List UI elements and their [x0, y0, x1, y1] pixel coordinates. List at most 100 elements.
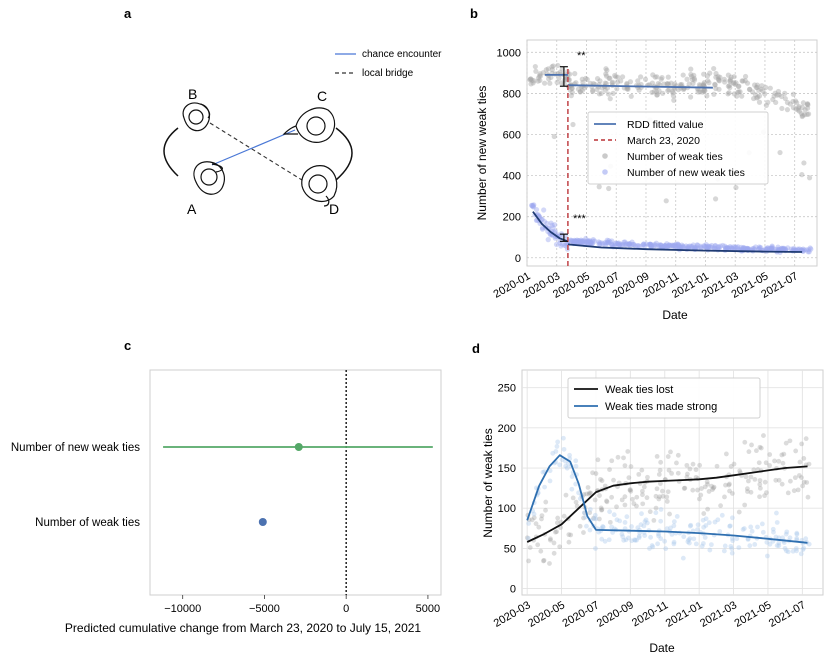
- chart-d-strong-point: [729, 550, 735, 556]
- chart-d-strong-point: [691, 536, 697, 542]
- chart-b-new-weak-tie-point: [653, 242, 659, 248]
- chart-d-lost-point: [687, 466, 693, 472]
- chart-b-weak-tie-point: [782, 95, 788, 102]
- chart-d-lost-point: [640, 488, 645, 494]
- chart-d-strong-point: [610, 530, 616, 535]
- chart-b-new-weak-tie-point: [715, 244, 721, 250]
- chart-d-lost-point: [736, 509, 742, 515]
- chart-d-lost-point: [621, 455, 626, 461]
- chart-b-new-weak-tie-point: [577, 238, 583, 244]
- chart-b-weak-tie-point: [605, 91, 612, 97]
- chart-d-lost-point: [772, 458, 777, 464]
- chart-d-lost-point: [622, 502, 628, 508]
- chart-b-new-weak-tie-point: [658, 242, 664, 248]
- chart-b-weak-tie-point: [779, 105, 785, 112]
- chart-d-lost-point: [699, 486, 704, 491]
- chart-d-strong-point: [643, 517, 649, 523]
- chart-c-category-weak: Number of weak ties: [35, 517, 140, 529]
- chart-b-weak-tie-point: [540, 70, 546, 76]
- chart-d-lost-point: [793, 448, 799, 454]
- chart-d-lost-point: [742, 439, 748, 445]
- chart-b-weak-tie-point: [801, 112, 808, 118]
- chart-b-weak-tie-point: [590, 87, 596, 93]
- chart-d-strong-point: [793, 546, 799, 551]
- chart-b-new-weak-tie-point: [691, 245, 698, 251]
- chart-b-weak-tie-point: [688, 66, 694, 72]
- chart-b-weak-tie-point: [675, 86, 682, 93]
- chart-b-new-weak-ties-points: [529, 202, 814, 256]
- chart-b-weak-tie-point: [702, 88, 708, 94]
- chart-d-strong-point: [658, 536, 664, 542]
- chart-d-strong-point: [632, 537, 638, 543]
- chart-d-lost-point: [597, 493, 602, 498]
- chart-b-new-weak-tie-point: [723, 245, 729, 251]
- chart-b-annotation-weak: **: [577, 50, 586, 62]
- chart-b-new-weak-tie-point: [753, 244, 759, 250]
- chart-d-lost-point: [779, 481, 785, 487]
- chart-b-new-weak-tie-point: [648, 243, 654, 250]
- chart-b-new-weak-tie-point: [795, 246, 801, 252]
- chart-b-new-weak-tie-point: [716, 244, 722, 251]
- chart-b-weak-tie-point: [727, 78, 734, 84]
- chart-d-lost-point: [526, 558, 531, 564]
- chart-d-lost-point: [598, 505, 604, 511]
- chart-d-strong-point: [559, 457, 565, 463]
- chart-d-lost-point: [682, 485, 688, 491]
- chart-b-weak-tie-point: [653, 89, 660, 95]
- chart-d-strong-point: [641, 523, 647, 529]
- chart-d-strong-point: [621, 537, 627, 543]
- chart-b-new-weak-tie-point: [685, 245, 691, 251]
- chart-d-strong-point: [776, 543, 782, 549]
- chart-b-weak-tie-point: [614, 86, 620, 92]
- chart-d-lost-point: [710, 487, 715, 492]
- chart-b-weak-tie-point: [680, 72, 686, 78]
- chart-b-new-weak-tie-point: [615, 241, 621, 247]
- chart-d-lost-point: [675, 470, 681, 476]
- chart-d-lost-point: [743, 474, 749, 480]
- chart-b-weak-tie-point: [749, 89, 756, 95]
- chart-d-lost-point: [722, 494, 727, 500]
- chart-b-weak-tie-point: [784, 99, 791, 106]
- chart-b-new-weak-tie-point: [640, 242, 646, 248]
- chart-d-lost-point: [644, 495, 650, 501]
- chart-b-new-weak-tie-point: [653, 240, 659, 246]
- chart-d-strong-point: [609, 524, 615, 530]
- chart-b-weak-tie-point: [756, 93, 763, 99]
- chart-b-new-weak-tie-point: [723, 245, 729, 252]
- chart-b-weak-tie-point: [799, 104, 806, 110]
- chart-c-marks: −10000 −5000 0 5000: [163, 370, 440, 615]
- chart-b-weak-tie-point: [691, 72, 697, 79]
- chart-d-lost-point: [653, 493, 659, 499]
- chart-b-weak-tie-point: [713, 74, 719, 80]
- chart-b-new-weak-tie-point: [730, 246, 736, 252]
- chart-d-lost-point: [757, 444, 763, 450]
- chart-d-lost-point: [548, 536, 553, 542]
- chart-b-weak-tie-point: [740, 78, 746, 84]
- chart-b-new-weak-tie-point: [669, 242, 675, 248]
- chart-d-lost-point: [797, 459, 803, 465]
- chart-b-new-weak-tie-point: [672, 242, 678, 248]
- chart-b-weak-tie-point: [805, 102, 811, 108]
- chart-b-new-weak-tie-point: [596, 241, 602, 247]
- chart-d-lost-point: [737, 468, 743, 474]
- chart-b-new-weak-tie-point: [647, 241, 653, 247]
- chart-b-new-weak-tie-point: [705, 244, 712, 251]
- chart-d-lost-point: [547, 561, 552, 566]
- chart-b-new-weak-tie-point: [767, 246, 773, 252]
- chart-d-strong-point: [794, 536, 800, 541]
- chart-b-weak-tie-point: [573, 80, 579, 86]
- chart-d-strong-point: [774, 520, 780, 525]
- chart-b-new-weak-tie-point: [580, 239, 586, 246]
- chart-d-strong-point: [591, 516, 597, 522]
- chart-b-new-weak-tie-point: [652, 241, 658, 248]
- chart-b-weak-tie-point: [610, 90, 616, 97]
- chart-d-strong-point: [587, 527, 593, 533]
- chart-b-ylabel: Number of new weak ties: [475, 86, 489, 221]
- chart-b-new-weak-tie-point: [808, 246, 814, 252]
- chart-b-new-weak-tie-point: [676, 243, 682, 249]
- chart-d-strong-point: [573, 463, 579, 469]
- chart-b-new-weak-tie-point: [541, 207, 547, 213]
- chart-b-new-weak-tie-point: [575, 238, 582, 244]
- chart-b-new-weak-tie-point: [632, 243, 639, 249]
- chart-b-weak-tie-point: [603, 71, 609, 77]
